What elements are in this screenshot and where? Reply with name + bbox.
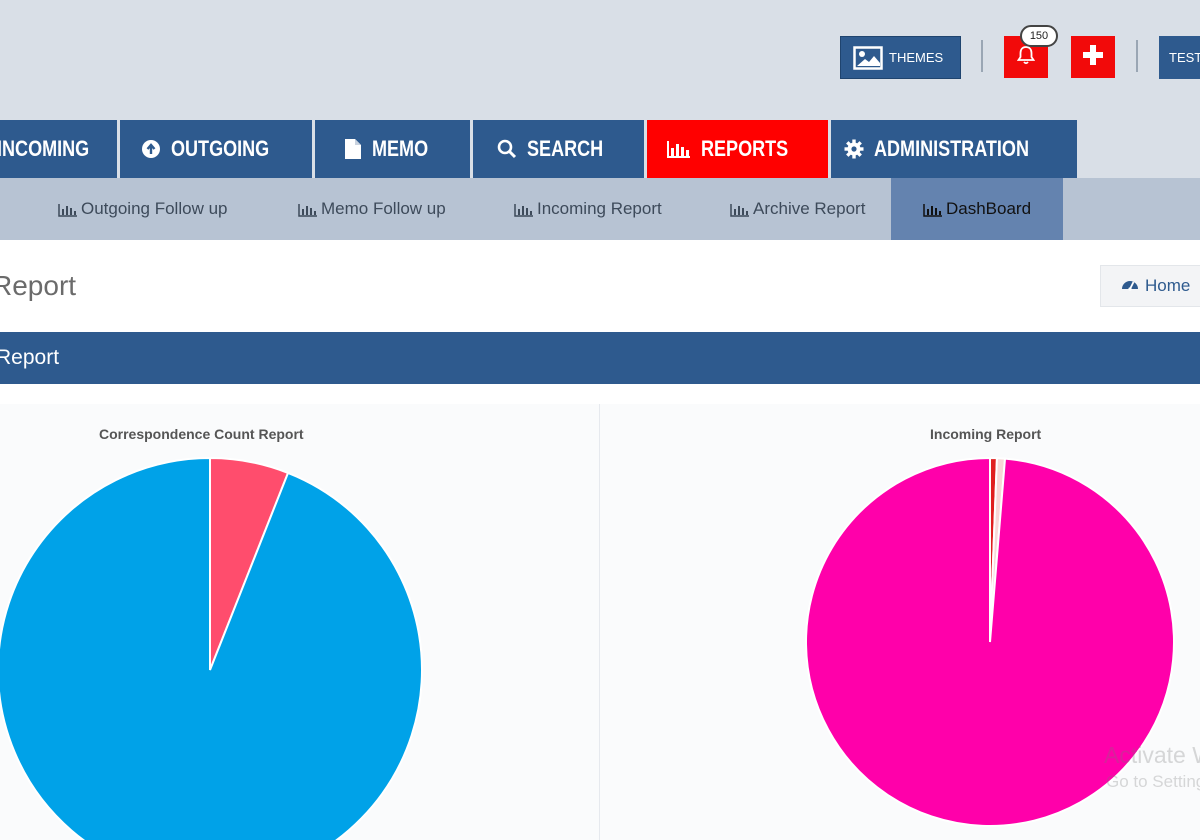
bar-chart-icon [514, 202, 534, 217]
activation-watermark-sub: Go to Settings to activate Windows. [1106, 772, 1200, 791]
subnav-outgoing-follow-up[interactable]: Outgoing Follow up [58, 178, 227, 240]
bar-chart-icon [730, 202, 750, 217]
breadcrumb-home-link[interactable]: Home [1100, 265, 1200, 307]
panel-title: Report [0, 346, 60, 369]
subnav-label: Incoming Report [537, 199, 662, 218]
search-icon [497, 139, 517, 159]
nav-tab-memo[interactable]: MEMO [315, 120, 470, 178]
subnav-label: Archive Report [753, 199, 866, 218]
subnav-label: Memo Follow up [321, 199, 446, 218]
themes-button[interactable]: THEMES [840, 36, 961, 79]
arrow-circle-up-icon [141, 139, 161, 159]
main-nav: INCOMING OUTGOING MEMO SEARCH REPORTS [0, 120, 1200, 178]
nav-tab-label: SEARCH [527, 136, 604, 161]
nav-tab-outgoing[interactable]: OUTGOING [120, 120, 312, 178]
top-header: THEMES 150 TEST [0, 0, 1200, 120]
column-divider [599, 404, 600, 840]
nav-tab-search[interactable]: SEARCH [473, 120, 644, 178]
nav-tab-label: INCOMING [0, 136, 90, 161]
nav-tab-reports[interactable]: REPORTS [647, 120, 828, 178]
header-divider [1136, 40, 1138, 72]
nav-tab-label: OUTGOING [171, 136, 270, 161]
nav-tab-label: ADMINISTRATION [874, 136, 1030, 161]
nav-tab-label: REPORTS [701, 136, 789, 161]
bar-chart-icon [667, 140, 691, 158]
nav-tab-label: MEMO [372, 136, 429, 161]
reports-sub-nav: Outgoing Follow up Memo Follow up Incomi… [0, 178, 1200, 240]
home-label: Home [1145, 276, 1191, 295]
chart-title-correspondence-count: Correspondence Count Report [99, 426, 304, 442]
subnav-label: DashBoard [945, 199, 1032, 218]
panel-header: Report [0, 332, 1200, 384]
subnav-incoming-report[interactable]: Incoming Report [514, 178, 662, 240]
chart-title-incoming-report: Incoming Report [930, 426, 1042, 442]
header-divider [981, 40, 983, 72]
subnav-memo-follow-up[interactable]: Memo Follow up [298, 178, 446, 240]
notification-count-badge: 150 [1020, 25, 1058, 47]
add-button[interactable] [1071, 36, 1115, 78]
user-menu-button[interactable]: TEST [1159, 36, 1200, 79]
activation-watermark: Activate Windows [1104, 742, 1200, 768]
dashboard-icon [1121, 276, 1139, 296]
image-icon [853, 45, 883, 71]
pie-1-slice-0[interactable] [805, 456, 1175, 827]
subnav-dashboard[interactable]: DashBoard [891, 178, 1063, 240]
pie-charts [0, 456, 1175, 840]
plus-icon [1082, 44, 1104, 71]
subnav-archive-report[interactable]: Archive Report [730, 178, 865, 240]
page-title: Report [0, 270, 77, 301]
subnav-label: Outgoing Follow up [81, 199, 228, 218]
bar-chart-icon [298, 202, 318, 217]
bar-chart-icon [923, 202, 943, 217]
bar-chart-icon [58, 202, 78, 217]
nav-tab-administration[interactable]: ADMINISTRATION [831, 120, 1077, 178]
nav-tab-incoming[interactable]: INCOMING [0, 120, 117, 178]
pie-0-slice-0[interactable] [0, 456, 423, 840]
bell-icon [1016, 45, 1036, 70]
gear-icon [844, 139, 864, 159]
file-icon [344, 138, 362, 160]
themes-label: THEMES [889, 50, 944, 65]
